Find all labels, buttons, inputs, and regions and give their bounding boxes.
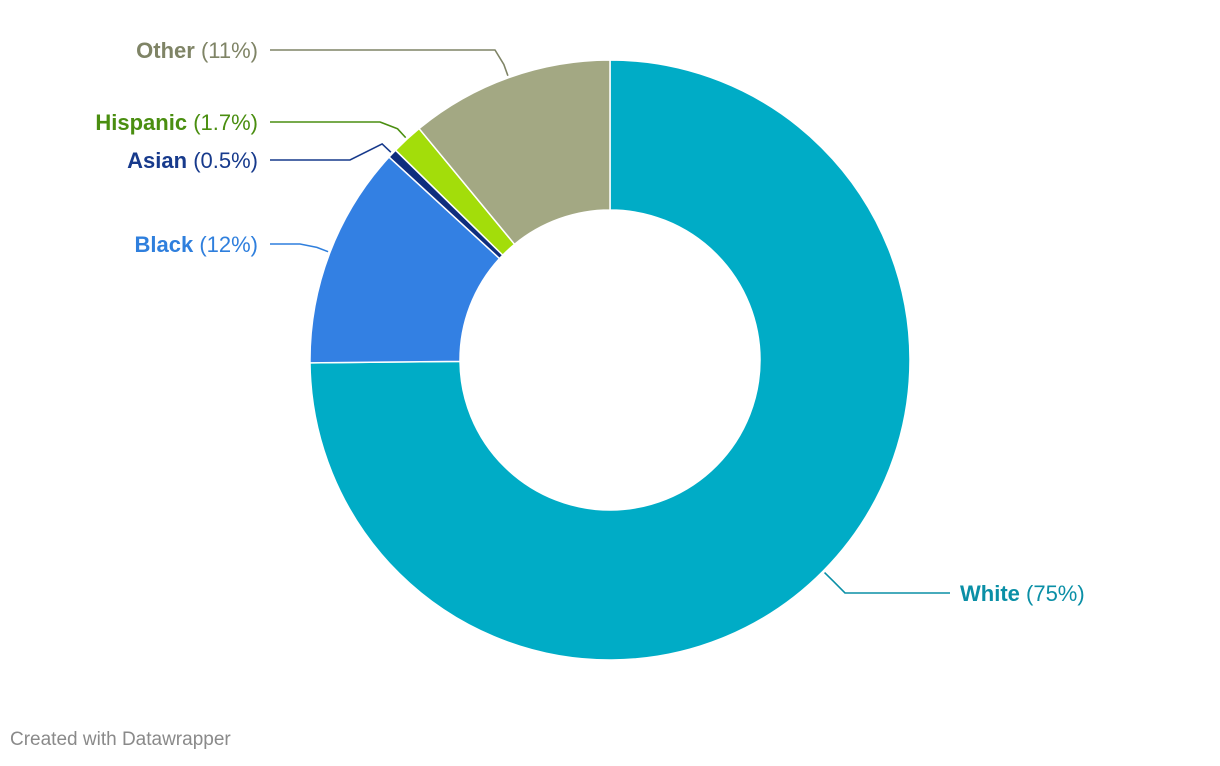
slice-labels: White (75%)Black (12%)Asian (0.5%)Hispan… [95,38,1084,606]
label-leader-lines [270,49,950,594]
chart-credit: Created with Datawrapper [10,729,231,750]
label-black: Black (12%) [134,232,258,257]
slice-other [418,59,611,246]
label-name-black: Black [134,232,193,257]
label-other: Other (11%) [136,38,258,63]
label-value-white: (75%) [1020,581,1085,606]
label-value-asian: (0.5%) [187,148,258,173]
leader-line-other [270,49,509,77]
label-name-other: Other [136,38,195,63]
label-name-hispanic: Hispanic [95,110,187,135]
label-value-hispanic: (1.7%) [187,110,258,135]
donut-slices [309,59,911,661]
leader-line-white [823,571,950,594]
label-hispanic: Hispanic (1.7%) [95,110,258,135]
label-white: White (75%) [960,581,1085,606]
slice-white [309,59,911,661]
leader-line-black [270,243,329,253]
label-value-black: (12%) [193,232,258,257]
leader-line-asian [270,142,392,161]
label-name-asian: Asian [127,148,187,173]
label-value-other: (11%) [195,38,258,63]
leader-line-hispanic [270,121,407,139]
label-name-white: White [960,581,1020,606]
label-asian: Asian (0.5%) [127,148,258,173]
